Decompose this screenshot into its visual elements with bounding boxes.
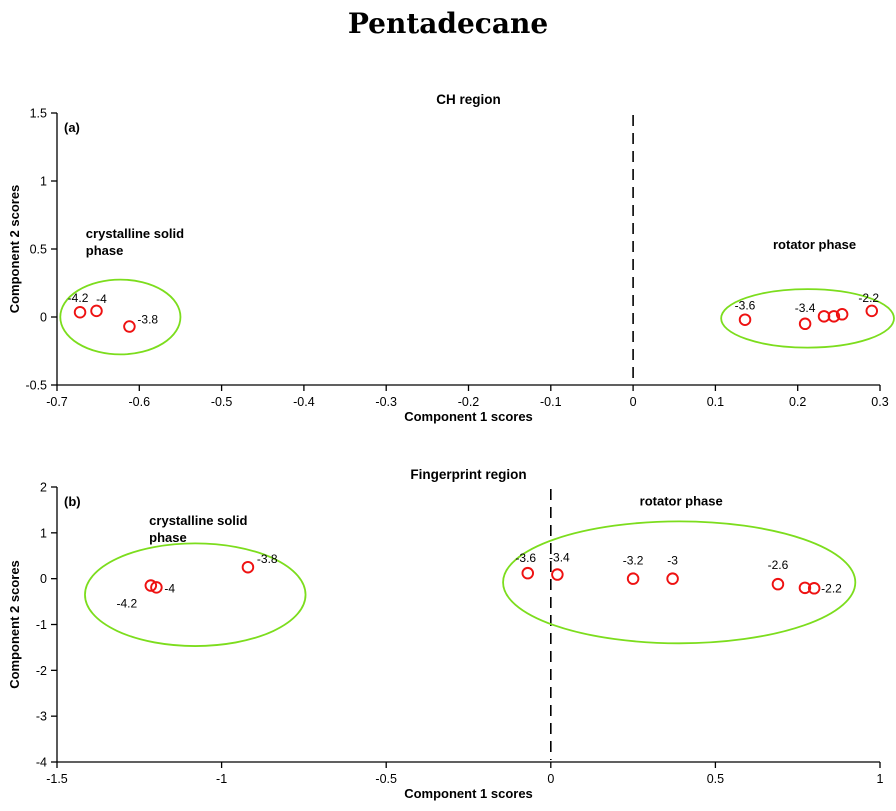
point-label: -4.2 <box>68 291 89 305</box>
subplot-title: CH region <box>436 92 501 107</box>
point-label: -4.2 <box>116 597 137 611</box>
cluster-ellipse <box>59 278 182 356</box>
point-label: -2.2 <box>821 581 842 595</box>
x-tick-label: 0 <box>547 772 554 786</box>
x-axis-label: Component 1 scores <box>404 409 533 424</box>
data-point <box>835 308 849 321</box>
x-tick-label: -0.5 <box>375 772 397 786</box>
figure-title: Pentadecane <box>348 7 548 40</box>
x-tick-label: 0 <box>630 395 637 409</box>
data-point <box>738 313 752 326</box>
data-point <box>798 581 812 595</box>
x-tick-label: -0.2 <box>458 395 480 409</box>
point-label: -2.2 <box>858 291 879 305</box>
cluster-ellipse <box>84 542 307 647</box>
point-label: -3.2 <box>623 554 644 568</box>
panel-letter: (b) <box>64 494 81 509</box>
y-tick-label: 2 <box>40 481 47 495</box>
x-tick-label: -0.4 <box>293 395 315 409</box>
point-label: -3.6 <box>515 551 536 565</box>
y-tick-label: -1 <box>36 618 47 632</box>
x-tick-label: -0.6 <box>129 395 151 409</box>
y-tick-label: 0.5 <box>30 243 47 257</box>
point-label: -2.6 <box>768 558 789 572</box>
x-tick-label: -1.5 <box>46 772 68 786</box>
data-point <box>865 304 879 318</box>
data-point <box>90 304 103 318</box>
data-point <box>807 582 821 595</box>
data-point <box>150 581 163 594</box>
point-label: -3.8 <box>257 552 278 566</box>
x-tick-label: 1 <box>877 772 884 786</box>
subplot-b: Fingerprint region (b) -1.5 -1 -0.5 0 0.5 1 -4 -3… <box>7 467 884 801</box>
point-label: -3.4 <box>795 301 816 315</box>
panel-letter: (a) <box>64 120 80 135</box>
point-label: -4 <box>96 292 107 306</box>
data-point <box>123 320 136 333</box>
y-axis-label: Component 2 scores <box>7 560 22 689</box>
cluster-ellipse <box>720 288 895 349</box>
y-tick-label: -4 <box>36 756 47 770</box>
x-tick-label: 0.2 <box>789 395 806 409</box>
y-tick-label: -0.5 <box>25 379 47 393</box>
data-point <box>798 317 812 331</box>
data-point <box>626 572 640 585</box>
y-tick-label: -3 <box>36 710 47 724</box>
y-tick-label: 0 <box>40 311 47 325</box>
data-point <box>73 305 87 319</box>
data-point <box>241 560 255 574</box>
point-label: -3.4 <box>549 551 570 565</box>
subplot-a: CH region (a) -0.7 -0.6 -0.5 -0.4 -0.3 -0.2 -0.1… <box>7 92 895 424</box>
cluster-ellipse <box>502 520 857 645</box>
y-tick-label: -2 <box>36 664 47 678</box>
y-tick-label: 1 <box>40 526 47 540</box>
cluster-label: rotator phase <box>640 493 723 508</box>
x-tick-label: -1 <box>216 772 227 786</box>
x-tick-label: -0.3 <box>375 395 397 409</box>
point-label: -3.8 <box>137 313 158 327</box>
y-tick-label: 1.5 <box>30 107 47 121</box>
x-tick-label: -0.7 <box>46 395 68 409</box>
data-point <box>771 577 785 591</box>
data-point <box>666 572 679 585</box>
subplot-title: Fingerprint region <box>410 467 526 482</box>
cluster-label: phase <box>149 530 187 545</box>
point-label: -4 <box>164 581 175 595</box>
point-label: -3.6 <box>735 299 756 313</box>
x-tick-label: 0.3 <box>871 395 888 409</box>
cluster-label: phase <box>86 243 124 258</box>
y-tick-label: 1 <box>40 175 47 189</box>
point-label: -3 <box>667 554 678 568</box>
x-axis-label: Component 1 scores <box>404 786 533 801</box>
data-point <box>144 579 158 592</box>
y-tick-label: 0 <box>40 572 47 586</box>
cluster-label: crystalline solid <box>149 513 247 528</box>
y-axis-label: Component 2 scores <box>7 185 22 314</box>
x-tick-label: -0.1 <box>540 395 562 409</box>
data-point <box>827 310 841 323</box>
cluster-label: rotator phase <box>773 237 856 252</box>
x-tick-label: -0.5 <box>211 395 233 409</box>
data-point <box>521 566 535 580</box>
data-point <box>551 568 564 581</box>
x-tick-label: 0.5 <box>707 772 724 786</box>
cluster-label: crystalline solid <box>86 226 184 241</box>
x-tick-label: 0.1 <box>707 395 724 409</box>
